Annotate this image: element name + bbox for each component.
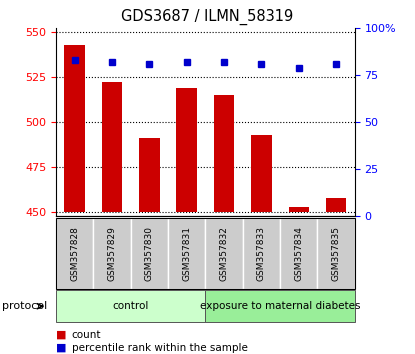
Text: GSM357835: GSM357835 — [332, 225, 341, 281]
Text: GSM357833: GSM357833 — [257, 225, 266, 281]
Bar — [326, 198, 347, 212]
Text: ■: ■ — [56, 330, 66, 339]
Bar — [176, 88, 197, 212]
Bar — [251, 135, 272, 212]
Text: GSM357830: GSM357830 — [145, 225, 154, 281]
Bar — [64, 45, 85, 212]
Text: ■: ■ — [56, 343, 66, 353]
Text: protocol: protocol — [2, 301, 47, 311]
Text: GDS3687 / ILMN_58319: GDS3687 / ILMN_58319 — [121, 9, 294, 25]
Bar — [102, 82, 122, 212]
Text: control: control — [112, 301, 149, 311]
Bar — [214, 95, 234, 212]
Text: GSM357831: GSM357831 — [182, 225, 191, 281]
Text: percentile rank within the sample: percentile rank within the sample — [72, 343, 248, 353]
Bar — [288, 207, 309, 212]
Text: GSM357832: GSM357832 — [220, 225, 229, 281]
Text: GSM357828: GSM357828 — [70, 225, 79, 281]
Text: exposure to maternal diabetes: exposure to maternal diabetes — [200, 301, 360, 311]
Bar — [139, 138, 160, 212]
Text: GSM357829: GSM357829 — [107, 225, 117, 281]
Text: count: count — [72, 330, 101, 339]
Text: GSM357834: GSM357834 — [294, 225, 303, 281]
